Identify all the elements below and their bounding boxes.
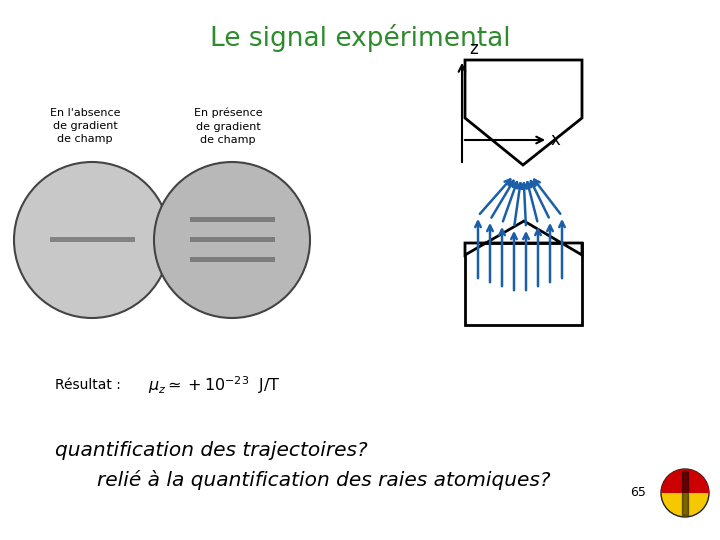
Circle shape: [661, 469, 709, 517]
Text: En l'absence
de gradient
de champ: En l'absence de gradient de champ: [50, 108, 120, 144]
Text: x: x: [551, 131, 561, 149]
FancyBboxPatch shape: [190, 257, 275, 262]
Polygon shape: [465, 60, 582, 165]
FancyBboxPatch shape: [190, 217, 275, 222]
Text: Le signal expérimental: Le signal expérimental: [210, 24, 510, 52]
Polygon shape: [661, 469, 709, 493]
FancyBboxPatch shape: [50, 237, 135, 242]
Text: 65: 65: [630, 487, 646, 500]
Text: z: z: [469, 40, 478, 58]
Text: relié à la quantification des raies atomiques?: relié à la quantification des raies atom…: [97, 470, 551, 490]
Circle shape: [14, 162, 170, 318]
Text: En présence
de gradient
de champ: En présence de gradient de champ: [194, 108, 262, 145]
Text: $\mu_z \simeq +10^{-23}$  J/T: $\mu_z \simeq +10^{-23}$ J/T: [148, 374, 281, 396]
FancyBboxPatch shape: [465, 243, 582, 325]
Text: Résultat :: Résultat :: [55, 378, 121, 392]
Text: quantification des trajectoires?: quantification des trajectoires?: [55, 441, 368, 460]
FancyBboxPatch shape: [190, 237, 275, 242]
Polygon shape: [465, 221, 582, 255]
Circle shape: [154, 162, 310, 318]
